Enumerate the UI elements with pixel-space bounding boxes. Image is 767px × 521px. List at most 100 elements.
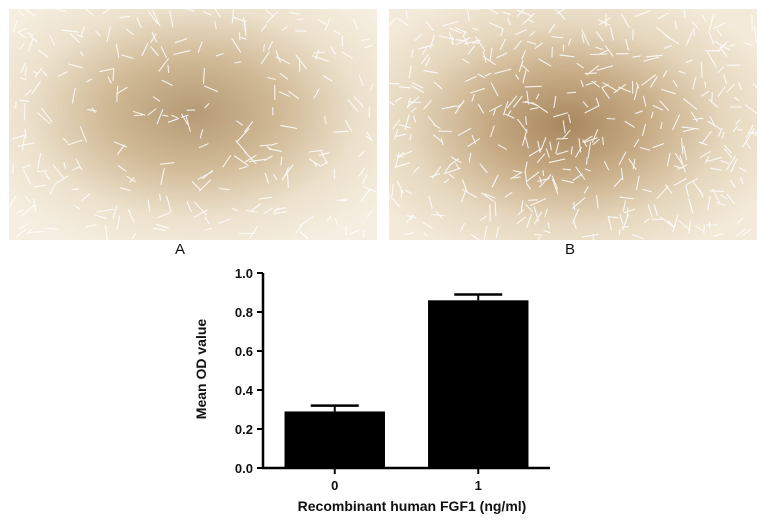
- cell-mark: [234, 155, 249, 167]
- cell-mark: [136, 17, 142, 28]
- cell-mark: [535, 93, 540, 100]
- cell-mark: [315, 49, 320, 60]
- cell-mark: [181, 114, 189, 118]
- cell-mark: [358, 74, 364, 87]
- cell-mark: [273, 173, 278, 181]
- cell-mark: [539, 137, 547, 153]
- cell-mark: [275, 56, 291, 65]
- cell-mark: [289, 11, 300, 15]
- cell-mark: [133, 114, 144, 117]
- cell-mark: [330, 46, 336, 55]
- cell-mark: [340, 198, 348, 201]
- cell-mark: [218, 188, 230, 191]
- cell-mark: [562, 120, 566, 134]
- cell-mark: [267, 41, 273, 51]
- cell-mark: [591, 129, 599, 143]
- cell-mark: [158, 58, 169, 72]
- cell-mark: [353, 18, 358, 30]
- cell-mark: [125, 28, 134, 35]
- cell-mark: [742, 228, 752, 236]
- cell-mark: [398, 124, 411, 129]
- cell-mark: [520, 63, 530, 72]
- cell-mark: [683, 9, 686, 18]
- cell-mark: [572, 219, 577, 229]
- cell-mark: [117, 144, 126, 155]
- cell-mark: [621, 14, 630, 28]
- bar: [428, 300, 529, 468]
- x-axis-label: Recombinant human FGF1 (ng/ml): [298, 498, 527, 514]
- cell-mark: [746, 142, 751, 149]
- cell-mark: [726, 155, 736, 171]
- cell-mark: [456, 102, 464, 108]
- cell-mark: [524, 85, 542, 88]
- cell-mark: [442, 20, 459, 27]
- cell-mark: [694, 225, 704, 232]
- cell-mark: [468, 152, 472, 163]
- cell-mark: [709, 190, 725, 192]
- cell-mark: [106, 26, 111, 43]
- cell-mark: [553, 95, 557, 109]
- cell-mark: [595, 31, 604, 42]
- cell-mark: [743, 41, 753, 47]
- cell-mark: [542, 169, 545, 177]
- cell-mark: [645, 54, 663, 58]
- cell-mark: [475, 36, 486, 52]
- cell-mark: [491, 174, 499, 188]
- cell-mark: [462, 58, 470, 64]
- cell-mark: [678, 70, 686, 74]
- cell-mark: [263, 207, 273, 215]
- cell-mark: [632, 55, 641, 58]
- panel-label-b: B: [565, 241, 576, 258]
- cell-mark: [308, 149, 323, 153]
- cell-mark: [490, 82, 499, 97]
- cell-mark: [435, 210, 443, 220]
- cell-mark: [544, 208, 548, 217]
- cell-mark: [119, 187, 131, 192]
- cell-mark: [549, 141, 552, 151]
- cell-mark: [592, 233, 594, 240]
- cell-mark: [708, 31, 715, 45]
- cell-mark: [582, 135, 593, 143]
- cell-mark: [141, 42, 149, 57]
- cell-mark: [692, 76, 697, 90]
- cell-mark: [632, 158, 636, 170]
- cell-mark: [707, 120, 722, 131]
- cell-mark: [667, 220, 673, 226]
- cell-mark: [534, 42, 544, 49]
- cell-mark: [428, 195, 433, 210]
- cell-mark: [132, 232, 137, 239]
- cell-mark: [19, 99, 30, 102]
- cell-mark: [723, 148, 733, 158]
- cell-mark: [147, 10, 159, 24]
- cell-mark: [555, 141, 560, 154]
- cell-mark: [705, 155, 710, 164]
- cell-mark: [357, 151, 365, 158]
- cell-mark: [527, 199, 539, 201]
- cell-mark: [24, 66, 28, 76]
- cell-mark: [21, 134, 26, 151]
- cell-mark: [652, 104, 664, 111]
- cell-mark: [568, 114, 571, 124]
- cell-mark: [116, 215, 121, 231]
- cell-mark: [581, 29, 590, 46]
- cell-mark: [595, 46, 603, 50]
- cell-mark: [156, 212, 171, 219]
- cell-mark: [24, 89, 32, 97]
- y-tick-label: 0.2: [235, 422, 253, 437]
- cell-mark: [607, 216, 613, 231]
- cell-mark: [204, 103, 210, 109]
- cell-mark: [699, 150, 711, 159]
- cell-mark: [691, 21, 699, 30]
- cell-mark: [461, 188, 478, 199]
- cell-mark: [17, 27, 28, 33]
- cell-mark: [642, 95, 647, 107]
- cell-mark: [672, 114, 681, 131]
- cell-mark: [268, 148, 283, 152]
- cell-mark: [480, 192, 494, 202]
- cell-mark: [562, 168, 572, 171]
- cell-mark: [96, 208, 114, 213]
- cell-mark: [483, 225, 488, 240]
- cell-mark: [53, 9, 66, 12]
- cell-mark: [115, 43, 120, 59]
- cell-mark: [626, 207, 629, 219]
